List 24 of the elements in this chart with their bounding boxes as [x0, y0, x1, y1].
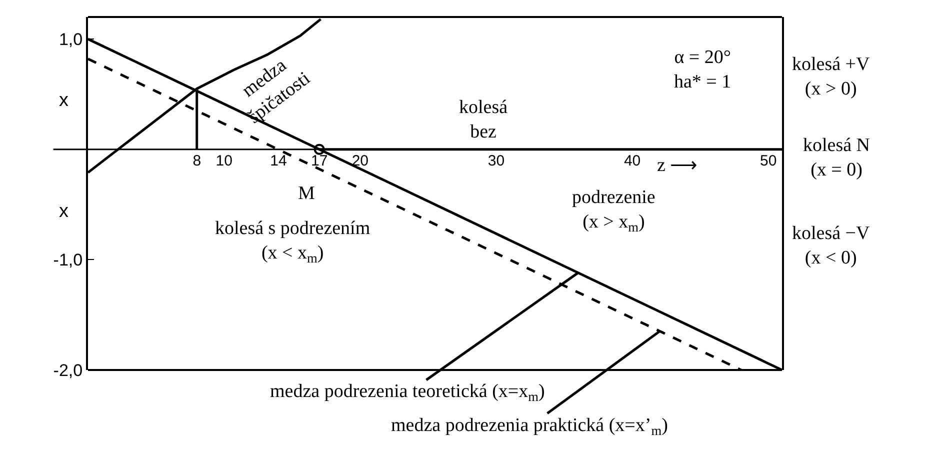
x-tick-label: 14 — [270, 152, 287, 170]
x-tick-label: 50 — [760, 152, 777, 170]
x-tick-label: 8 — [192, 152, 202, 170]
annotation: α = 20° ha* = 1 — [674, 47, 732, 93]
x-tick-label: 20 — [352, 152, 369, 170]
text: x — [59, 201, 69, 222]
annotation: podrezenie (x > x$_{m}$) — [572, 187, 656, 235]
text: kolesá −V (x < 0) — [792, 223, 870, 269]
annotation: kolesá bez — [459, 97, 508, 143]
x-tick-label: 10 — [216, 152, 232, 170]
y-tick-label: 1,0 — [58, 30, 83, 50]
annotation: medza podrezenia teoretická (x=x$_{m}$) — [270, 381, 545, 404]
x-tick-label: 30 — [488, 152, 505, 170]
y-tick-label: -2,0 — [53, 360, 83, 380]
x-tick-label: 17 — [310, 152, 328, 170]
y-tick-label: -1,0 — [53, 250, 83, 270]
x-tick-label: 40 — [624, 152, 641, 170]
text: x — [59, 90, 69, 111]
text: kolesá N (x = 0) — [803, 135, 870, 181]
annotation: z ⟶ — [657, 155, 698, 176]
annotation: kolesá s podrezením (x < x$_{m}$) — [215, 218, 370, 266]
annotation: medza podrezenia praktická (x=x’$_{m}$) — [391, 415, 668, 438]
annotation: M — [298, 183, 315, 204]
text: kolesá +V (x > 0) — [792, 54, 870, 100]
